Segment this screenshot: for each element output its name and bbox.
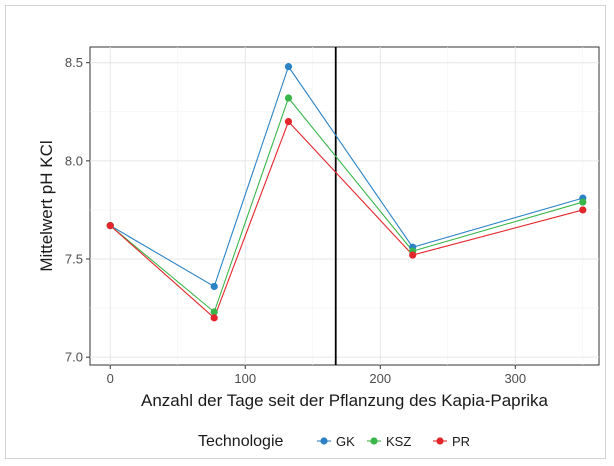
legend-label-gk: GK [336,434,355,449]
data-point-pr [210,314,218,322]
legend-key-point-gk [320,437,328,445]
y-tick-label: 8.5 [65,55,83,70]
x-axis-ticks: 0 100 200 300 [107,365,526,386]
y-tick-label: 8.0 [65,153,83,168]
x-tick-label: 200 [369,371,391,386]
legend-key-point-pr [436,437,444,445]
data-point-pr [579,206,587,214]
x-tick-label: 0 [107,371,114,386]
y-tick-label: 7.0 [65,350,83,365]
data-point-pr [284,117,293,126]
x-tick-label: 100 [234,371,256,386]
y-tick-label: 7.5 [65,252,83,267]
legend-label-ksz: KSZ [386,434,411,449]
legend-key-point-ksz [370,437,378,445]
y-axis-title: Mittelwert pH KCl [37,140,56,271]
data-point-ksz [284,94,293,102]
legend-label-pr: PR [452,434,470,449]
data-point-gk [284,63,293,71]
data-point-gk [210,282,218,291]
plot-panel [89,46,600,366]
legend-title: Technologie [198,433,284,450]
data-point-pr [106,222,114,230]
data-point-pr [409,251,417,259]
legend: Technologie GK KSZ PR [198,433,470,450]
data-point-ksz [210,308,218,316]
x-axis-title: Anzahl der Tage seit der Pflanzung des K… [141,391,549,410]
series-group [106,63,587,322]
grid-lines [90,47,599,365]
figure-frame [5,5,606,459]
y-axis-ticks: 7.0 7.5 8.0 8.5 [65,55,90,365]
x-tick-label: 300 [504,371,526,386]
data-point-ksz [579,198,587,206]
